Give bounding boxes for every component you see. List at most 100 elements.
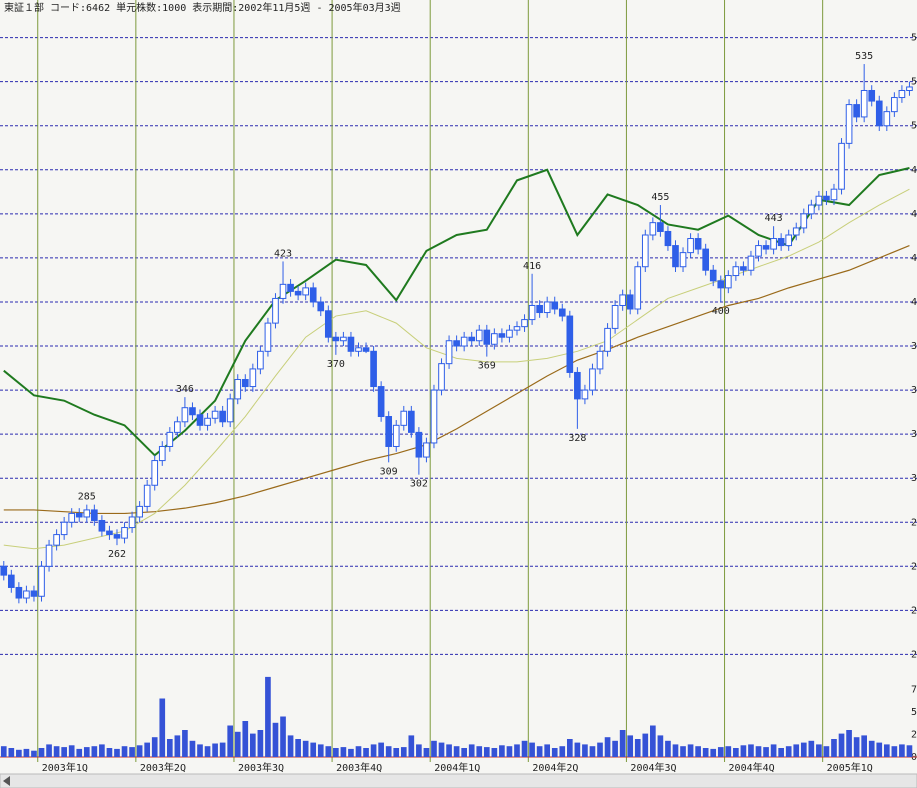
candle-body bbox=[740, 266, 747, 271]
candle-body bbox=[340, 336, 347, 342]
candle-body bbox=[536, 304, 543, 314]
candle-body bbox=[385, 416, 393, 447]
candle-body bbox=[641, 234, 649, 268]
candle-body bbox=[400, 410, 408, 426]
candle-body bbox=[709, 269, 717, 282]
scroll-left-arrow[interactable] bbox=[3, 776, 10, 786]
candle-body bbox=[189, 407, 196, 416]
candle-body bbox=[317, 301, 325, 312]
volume-bar bbox=[551, 748, 558, 757]
candle-body bbox=[23, 590, 30, 599]
scrollbar[interactable] bbox=[0, 773, 917, 788]
volume-bar bbox=[446, 744, 452, 757]
volume-bar bbox=[876, 742, 883, 757]
volume-bar bbox=[604, 737, 611, 757]
candle-body bbox=[226, 398, 234, 423]
y-tick-label: 200 bbox=[911, 649, 917, 660]
high-label: 423 bbox=[274, 248, 292, 259]
volume-bar bbox=[657, 735, 664, 757]
volume-bar bbox=[91, 746, 98, 757]
volume-bar bbox=[76, 748, 83, 757]
volume-bar bbox=[506, 746, 513, 757]
high-label: 285 bbox=[78, 492, 96, 503]
volume-bar bbox=[906, 745, 913, 757]
y-tick-label: 225 bbox=[911, 605, 917, 616]
candle-body bbox=[694, 238, 702, 250]
volume-bar bbox=[702, 748, 709, 757]
volume-bar bbox=[574, 742, 581, 757]
low-label: 262 bbox=[108, 549, 126, 560]
volume-bar bbox=[717, 747, 724, 757]
candle-body bbox=[362, 347, 370, 352]
low-label: 400 bbox=[712, 306, 730, 317]
y-tick-label: 450 bbox=[911, 209, 917, 220]
volume-bar bbox=[763, 747, 769, 757]
volume-bar bbox=[53, 746, 60, 757]
candle-body bbox=[626, 294, 634, 310]
volume-bar bbox=[370, 744, 377, 757]
y-tick-label: 550 bbox=[911, 33, 917, 44]
volume-bar bbox=[868, 740, 875, 757]
x-tick-label: 2005年1Q bbox=[827, 761, 873, 774]
volume-bar bbox=[333, 748, 339, 757]
candle-body bbox=[664, 230, 672, 247]
candle-body bbox=[868, 89, 876, 102]
volume-bar bbox=[265, 676, 271, 757]
candle-body bbox=[15, 586, 23, 599]
candle-body bbox=[430, 389, 438, 444]
volume-bar bbox=[61, 747, 67, 757]
volume-bar bbox=[665, 740, 671, 757]
candle-body bbox=[792, 227, 800, 236]
candle-body bbox=[747, 255, 755, 271]
volume-bar bbox=[385, 746, 392, 757]
candle-body bbox=[68, 512, 76, 523]
candle-body bbox=[566, 315, 574, 373]
candle-body bbox=[777, 238, 785, 247]
candle-body bbox=[0, 565, 8, 576]
volume-bar bbox=[23, 748, 30, 757]
candle-body bbox=[838, 142, 845, 190]
volume-bar bbox=[831, 739, 837, 757]
x-tick-label: 2004年2Q bbox=[532, 761, 578, 774]
volume-bar bbox=[582, 744, 588, 757]
candle-body bbox=[453, 340, 460, 347]
volume-bar bbox=[234, 731, 241, 757]
y-tick-label: 275 bbox=[911, 517, 917, 528]
low-label: 302 bbox=[410, 479, 428, 490]
candle-body bbox=[392, 424, 400, 447]
volume-bar bbox=[99, 744, 105, 757]
candle-body bbox=[808, 204, 815, 215]
volume-bar bbox=[823, 746, 830, 757]
candle-body bbox=[551, 301, 559, 310]
candle-body bbox=[294, 290, 302, 296]
candle-body bbox=[324, 310, 332, 338]
volume-bar bbox=[899, 744, 905, 757]
volume-bar bbox=[378, 742, 384, 757]
volume-bar bbox=[106, 748, 113, 757]
volume-bar bbox=[431, 740, 437, 757]
candle-body bbox=[181, 407, 189, 423]
candle-body bbox=[219, 410, 226, 423]
y-tick-label: 425 bbox=[911, 253, 917, 264]
volume-bar bbox=[159, 698, 166, 757]
volume-bar bbox=[808, 740, 815, 757]
candle-body bbox=[611, 304, 619, 329]
volume-bar bbox=[355, 746, 362, 757]
volume-bar bbox=[136, 745, 143, 757]
candle-body bbox=[128, 516, 136, 529]
candle-body bbox=[498, 333, 506, 338]
volume-bar bbox=[559, 746, 566, 757]
candle-body bbox=[257, 350, 264, 370]
candle-body bbox=[815, 195, 823, 206]
volume-bar bbox=[129, 747, 135, 757]
volume-bar bbox=[280, 716, 286, 757]
candle-body bbox=[528, 304, 536, 321]
candle-body bbox=[521, 319, 528, 328]
candle-body bbox=[657, 222, 664, 232]
candle-body bbox=[166, 431, 174, 447]
volume-bar bbox=[310, 742, 317, 757]
volume-bar bbox=[212, 743, 218, 757]
volume-bar bbox=[423, 748, 430, 757]
volume-bar bbox=[800, 742, 807, 757]
